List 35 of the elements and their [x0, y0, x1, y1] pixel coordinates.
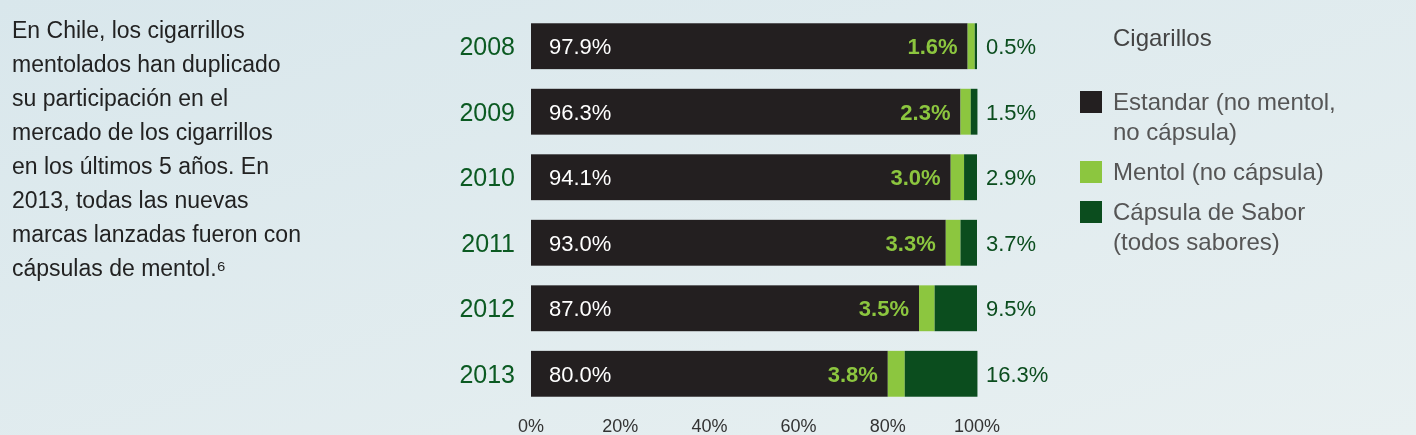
data-label: 2.9%: [986, 165, 1037, 191]
x-tick-label: 20%: [602, 416, 639, 435]
data-label: 3.3%: [885, 230, 936, 256]
data-label: 93.0%: [549, 230, 612, 256]
data-label: 16.3%: [986, 361, 1049, 387]
x-tick-label: 100%: [953, 416, 1001, 435]
data-label: 2.3%: [900, 99, 951, 125]
data-label: 0.5%: [986, 34, 1037, 60]
x-tick-label: 0%: [517, 416, 545, 435]
data-label: 80.0%: [549, 361, 612, 387]
data-label: 3.0%: [890, 165, 941, 191]
legend-label: Cápsula de Sabor (todos sabores): [1113, 198, 1306, 255]
data-label: 96.3%: [549, 99, 612, 125]
data-label: 94.1%: [549, 165, 612, 191]
data-label: 3.7%: [986, 230, 1037, 256]
legend-label: Estandar (no mentol, no cápsula): [1113, 88, 1336, 145]
data-label: 87.0%: [549, 296, 612, 322]
y-tick-label: 2010: [459, 163, 515, 192]
x-tick-label: 60%: [780, 416, 817, 435]
data-label: 1.5%: [986, 99, 1037, 125]
text: En Chile, los cigarrillos mentolados han duplicado su participación en el mercado de los cigarrillos en los últimos 5 años. En 2013, todas las nuevas marcas lanzadas fueron con cápsulas de mentol.⁶: [12, 17, 301, 281]
data-label: 1.6%: [907, 34, 958, 60]
y-tick-label: 2011: [461, 228, 515, 257]
y-tick-label: 2008: [459, 32, 515, 61]
data-label: 3.8%: [827, 361, 878, 387]
x-tick-label: 40%: [691, 416, 728, 435]
data-label: 97.9%: [549, 34, 612, 60]
y-tick-label: 2012: [459, 294, 515, 323]
y-tick-label: 2009: [459, 97, 515, 126]
data-label: 9.5%: [986, 296, 1037, 322]
data-label: 3.5%: [858, 296, 910, 322]
y-tick-label: 2013: [459, 359, 515, 388]
x-tick-label: 80%: [869, 416, 906, 435]
legend-label: Mentol (no cápsula): [1113, 158, 1324, 185]
legend-title: Cigarillos: [1113, 24, 1212, 51]
